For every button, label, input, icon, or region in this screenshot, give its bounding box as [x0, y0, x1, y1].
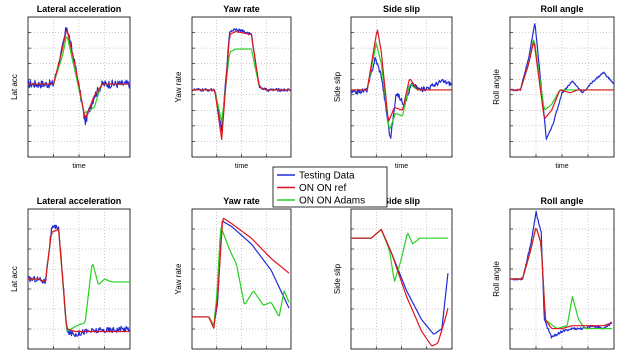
subplot-3: Side slip Side slip time	[333, 4, 453, 170]
series-line-on-on-ref	[28, 30, 130, 120]
subplot-title: Lateral acceleration	[37, 196, 122, 206]
subplot-title: Lateral acceleration	[37, 4, 122, 14]
series-line-on-on-ref	[351, 228, 449, 347]
y-axis-label: Lat acc	[10, 74, 19, 100]
subplot-1: Lateral acceleration Lat acc time	[10, 4, 131, 170]
x-axis-label: time	[555, 163, 568, 170]
legend-entry-label: ON ON Adams	[299, 196, 365, 207]
subplot-5: Lateral acceleration Lat acc	[10, 196, 131, 350]
subplot-4: Roll angle Roll angle time	[492, 4, 615, 170]
y-axis-label: Roll angle	[492, 261, 501, 297]
x-axis-label: time	[395, 163, 408, 170]
subplot-title: Yaw rate	[223, 196, 260, 206]
y-axis-label: Lat acc	[10, 266, 19, 292]
series-line-on-on-ref	[351, 29, 452, 122]
legend-entry-label: ON ON ref	[299, 183, 346, 194]
y-axis-label: Yaw rate	[174, 263, 183, 295]
subplot-title: Roll angle	[540, 4, 583, 14]
subplot-7: Side slip Side slip	[333, 196, 453, 350]
subplot-8: Roll angle Roll angle	[492, 196, 615, 350]
subplot-title: Yaw rate	[223, 4, 260, 14]
subplot-title: Side slip	[383, 196, 421, 206]
series-line-on-on-ref	[28, 228, 130, 333]
x-axis-label: time	[72, 163, 85, 170]
subplot-6: Yaw rate Yaw rate	[174, 196, 292, 350]
y-axis-label: Yaw rate	[174, 71, 183, 103]
subplot-title: Side slip	[383, 4, 421, 14]
series-line-on-on-ref	[192, 217, 290, 329]
series-line-testing-data	[510, 210, 613, 339]
y-axis-label: Roll angle	[492, 69, 501, 105]
subplot-2: Yaw rate Yaw rate time	[174, 4, 292, 170]
y-axis-label: Side slip	[333, 71, 342, 102]
series-line-on-on-ref	[510, 228, 613, 330]
legend-entry-label: Testing Data	[299, 171, 355, 182]
subplot-title: Roll angle	[540, 196, 583, 206]
series-line-on-on-ref	[510, 42, 614, 119]
y-axis-label: Side slip	[333, 263, 342, 294]
series-line-testing-data	[509, 23, 615, 140]
series-line-on-on-ref	[192, 31, 291, 141]
x-axis-label: time	[235, 163, 248, 170]
series-line-testing-data	[27, 224, 131, 338]
